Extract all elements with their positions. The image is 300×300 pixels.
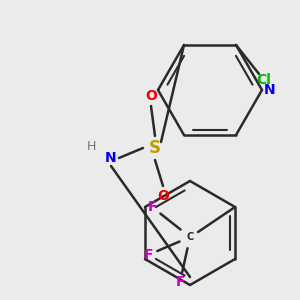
Text: F: F: [143, 248, 153, 262]
Text: O: O: [145, 89, 157, 103]
Text: F: F: [175, 275, 185, 289]
Text: S: S: [149, 139, 161, 157]
Text: C: C: [186, 232, 194, 242]
Text: N: N: [264, 83, 276, 97]
Text: O: O: [157, 189, 169, 203]
Text: H: H: [86, 140, 96, 152]
Text: F: F: [147, 200, 157, 214]
Text: N: N: [105, 151, 117, 165]
Text: Cl: Cl: [256, 73, 272, 87]
